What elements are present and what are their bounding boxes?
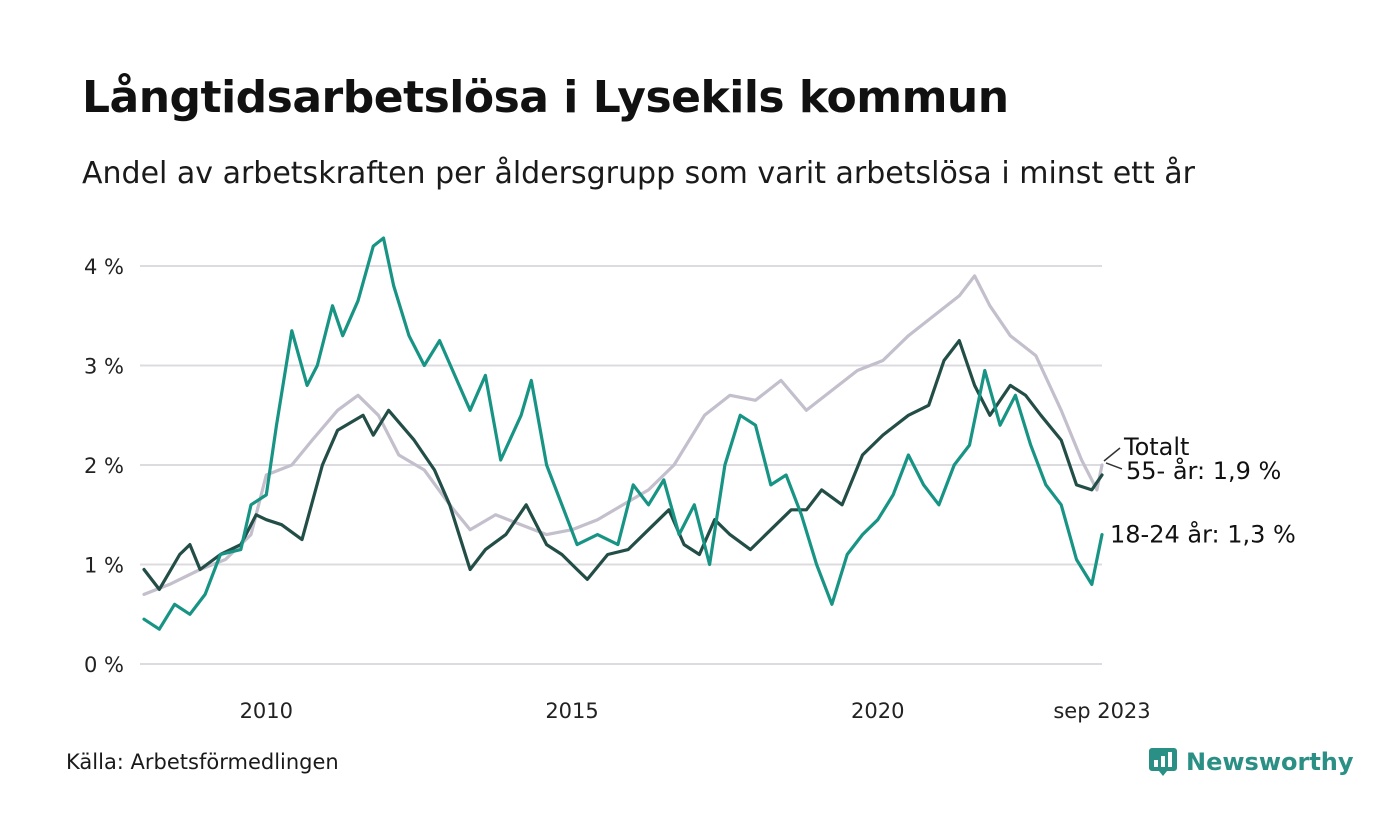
x-tick-label: 2015 bbox=[545, 699, 598, 723]
series-line-age1824 bbox=[142, 236, 1104, 631]
label-leader-totalt bbox=[1103, 447, 1121, 462]
series-lines bbox=[142, 236, 1104, 631]
series-line-totalt bbox=[142, 274, 1104, 596]
brand-logo[interactable]: Newsworthy bbox=[1148, 744, 1354, 780]
label-leader-55 bbox=[1105, 462, 1123, 470]
x-tick-label: 2020 bbox=[851, 699, 904, 723]
y-tick-label: 4 % bbox=[84, 255, 124, 279]
x-axis-ticks: 2010 2015 2020 sep 2023 bbox=[240, 699, 1151, 723]
chart-subtitle: Andel av arbetskraften per åldersgrupp s… bbox=[82, 156, 1195, 191]
grid-lines bbox=[140, 265, 1102, 665]
y-axis-ticks: 0 % 1 % 2 % 3 % 4 % bbox=[84, 255, 124, 677]
x-tick-label: sep 2023 bbox=[1053, 699, 1150, 723]
source-note: Källa: Arbetsförmedlingen bbox=[66, 750, 339, 774]
series-label-18-24: 18-24 år: 1,3 % bbox=[1110, 520, 1296, 549]
y-tick-label: 2 % bbox=[84, 454, 124, 478]
x-tick-label: 2010 bbox=[240, 699, 293, 723]
y-tick-label: 3 % bbox=[84, 355, 124, 379]
chart-title: Långtidsarbetslösa i Lysekils kommun bbox=[82, 72, 1009, 123]
y-tick-label: 0 % bbox=[84, 653, 124, 677]
brand-name: Newsworthy bbox=[1186, 748, 1354, 776]
series-label-55: 55- år: 1,9 % bbox=[1126, 456, 1281, 485]
series-line-age55 bbox=[142, 339, 1104, 591]
y-tick-label: 1 % bbox=[84, 554, 124, 578]
newsworthy-logo-icon bbox=[1149, 748, 1177, 776]
series-label-totalt: Totalt bbox=[1123, 433, 1189, 461]
